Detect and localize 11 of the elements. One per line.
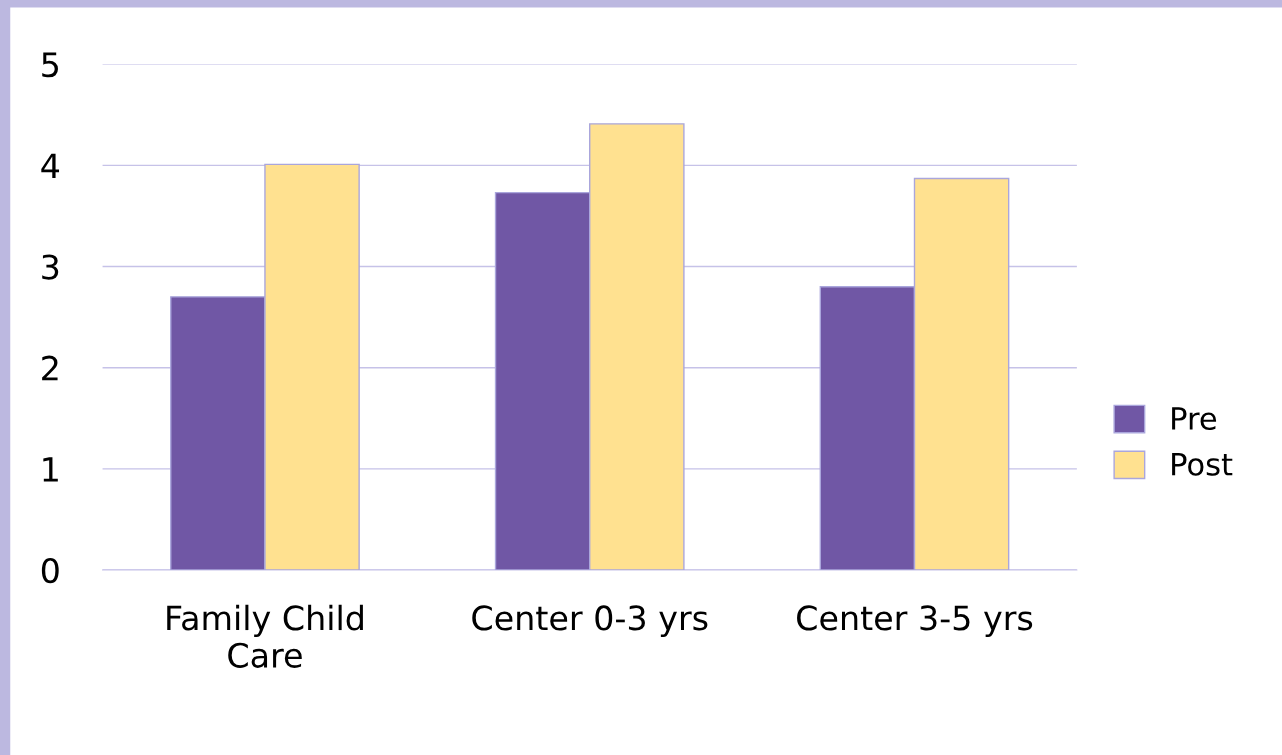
x-tick-label: Center 3-5 yrs <box>797 605 1033 638</box>
y-tick-label: 1 <box>43 457 58 482</box>
legend-label: Pre <box>1172 407 1217 430</box>
y-tick-label: 2 <box>42 355 58 381</box>
y-tick-label: 0 <box>41 557 59 584</box>
legend-label: Post <box>1172 453 1233 476</box>
y-tick-label: 4 <box>41 153 60 179</box>
y-tick-label: 5 <box>42 52 58 78</box>
y-tick-label: 3 <box>42 254 59 280</box>
x-tick-label: Center 0-3 yrs <box>472 605 708 638</box>
x-tick-label: Family Child Care <box>167 604 363 668</box>
